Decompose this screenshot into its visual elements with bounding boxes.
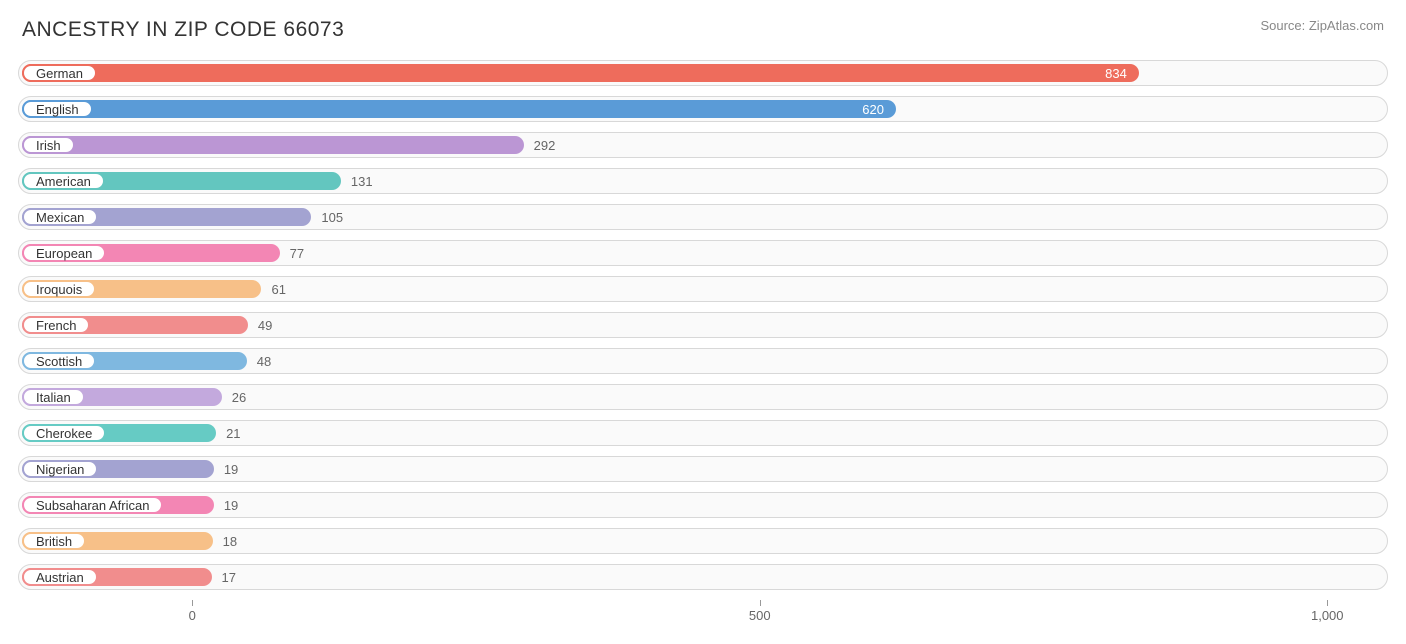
bar-label: English (22, 100, 93, 118)
bar-track: 49 (22, 316, 1384, 334)
bar-label: Cherokee (22, 424, 106, 442)
bar-track: 131 (22, 172, 1384, 190)
bar-track: 48 (22, 352, 1384, 370)
bar-label: German (22, 64, 97, 82)
bar-label: Irish (22, 136, 75, 154)
axis-label: 0 (189, 608, 196, 623)
bar-value: 17 (212, 568, 236, 586)
bar-label: Italian (22, 388, 85, 406)
bar-fill (22, 100, 896, 118)
bar-value: 49 (248, 316, 272, 334)
bar-track: 19 (22, 496, 1384, 514)
bar-fill (22, 64, 1139, 82)
bar-row: 19 Nigerian (18, 456, 1388, 482)
bar-row: 48 Scottish (18, 348, 1388, 374)
bar-row: 19 Subsaharan African (18, 492, 1388, 518)
bar-track: 18 (22, 532, 1384, 550)
bar-label: French (22, 316, 90, 334)
bar-value: 131 (341, 172, 373, 190)
bar-row: 292 Irish (18, 132, 1388, 158)
bar-row: 620 English (18, 96, 1388, 122)
bar-value: 48 (247, 352, 271, 370)
bar-row: 834 German (18, 60, 1388, 86)
bar-row: 49 French (18, 312, 1388, 338)
bar-label: Mexican (22, 208, 98, 226)
bar-value: 18 (213, 532, 237, 550)
axis-tick (760, 600, 761, 606)
bar-value: 77 (280, 244, 304, 262)
chart-source: Source: ZipAtlas.com (1260, 18, 1384, 33)
bar-row: 61 Iroquois (18, 276, 1388, 302)
bar-label: Nigerian (22, 460, 98, 478)
bar-label: European (22, 244, 106, 262)
chart-area: 834 German 620 English 292 Irish 131 American 10… (0, 52, 1406, 590)
bar-row: 21 Cherokee (18, 420, 1388, 446)
bar-track: 19 (22, 460, 1384, 478)
bar-row: 131 American (18, 168, 1388, 194)
axis-label: 500 (749, 608, 771, 623)
chart-title: ANCESTRY IN ZIP CODE 66073 (22, 18, 344, 42)
bar-track: 17 (22, 568, 1384, 586)
bar-track: 105 (22, 208, 1384, 226)
bar-row: 77 European (18, 240, 1388, 266)
bar-row: 26 Italian (18, 384, 1388, 410)
bar-row: 17 Austrian (18, 564, 1388, 590)
bar-track: 620 (22, 100, 1384, 118)
bar-label: Iroquois (22, 280, 96, 298)
bar-row: 105 Mexican (18, 204, 1388, 230)
axis-tick (1327, 600, 1328, 606)
bar-track: 21 (22, 424, 1384, 442)
bar-value: 61 (261, 280, 285, 298)
bar-label: Scottish (22, 352, 96, 370)
bar-row: 18 British (18, 528, 1388, 554)
bar-fill (22, 136, 524, 154)
bar-track: 26 (22, 388, 1384, 406)
axis-label: 1,000 (1311, 608, 1344, 623)
bar-value: 620 (862, 100, 896, 118)
bar-label: British (22, 532, 86, 550)
bar-value: 26 (222, 388, 246, 406)
chart-header: ANCESTRY IN ZIP CODE 66073 Source: ZipAt… (0, 0, 1406, 52)
bar-value: 292 (524, 136, 556, 154)
axis-tick (192, 600, 193, 606)
bar-label: Subsaharan African (22, 496, 163, 514)
bar-label: American (22, 172, 105, 190)
bar-track: 292 (22, 136, 1384, 154)
bar-value: 19 (214, 460, 238, 478)
bar-value: 19 (214, 496, 238, 514)
bar-track: 61 (22, 280, 1384, 298)
bar-track: 834 (22, 64, 1384, 82)
bar-value: 105 (311, 208, 343, 226)
x-axis: 0 500 1,000 (22, 600, 1384, 630)
bar-label: Austrian (22, 568, 98, 586)
bar-value: 21 (216, 424, 240, 442)
bar-value: 834 (1105, 64, 1139, 82)
bar-track: 77 (22, 244, 1384, 262)
